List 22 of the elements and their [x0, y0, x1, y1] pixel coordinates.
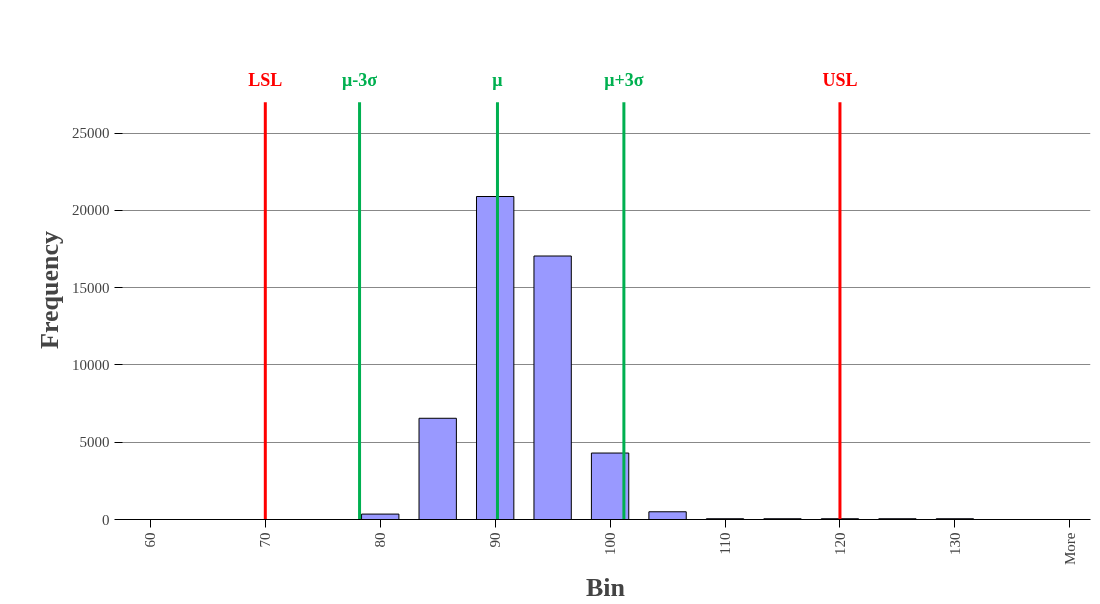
y-tick-label: 20000 [72, 202, 110, 219]
y-tick-label: 5000 [79, 434, 110, 451]
x-tick-label: More [1061, 532, 1078, 565]
y-tick-label: 15000 [72, 279, 110, 296]
y-tick-label: 10000 [72, 356, 110, 373]
ref-line-label: μ-3σ [342, 70, 378, 91]
x-tick-label: 90 [487, 532, 504, 548]
x-tick-label: 70 [257, 532, 274, 548]
x-axis-title: Bin [585, 572, 626, 602]
x-tick-label: 110 [717, 532, 734, 555]
y-axis-title: Frequency [35, 231, 64, 349]
y-tick-label: 0 [102, 511, 110, 528]
x-tick-label: 100 [602, 532, 619, 555]
ref-line-label: μ [492, 70, 503, 91]
y-tick-label: 25000 [72, 125, 110, 142]
x-tick-label: 130 [946, 532, 963, 555]
x-tick-label: 60 [142, 532, 159, 548]
x-tick-label: 120 [831, 532, 848, 555]
ref-line-label: μ+3σ [604, 70, 644, 91]
x-tick-label: 80 [372, 532, 389, 548]
ref-line-label: LSL [248, 70, 283, 91]
ref-line-label: USL [822, 70, 858, 91]
